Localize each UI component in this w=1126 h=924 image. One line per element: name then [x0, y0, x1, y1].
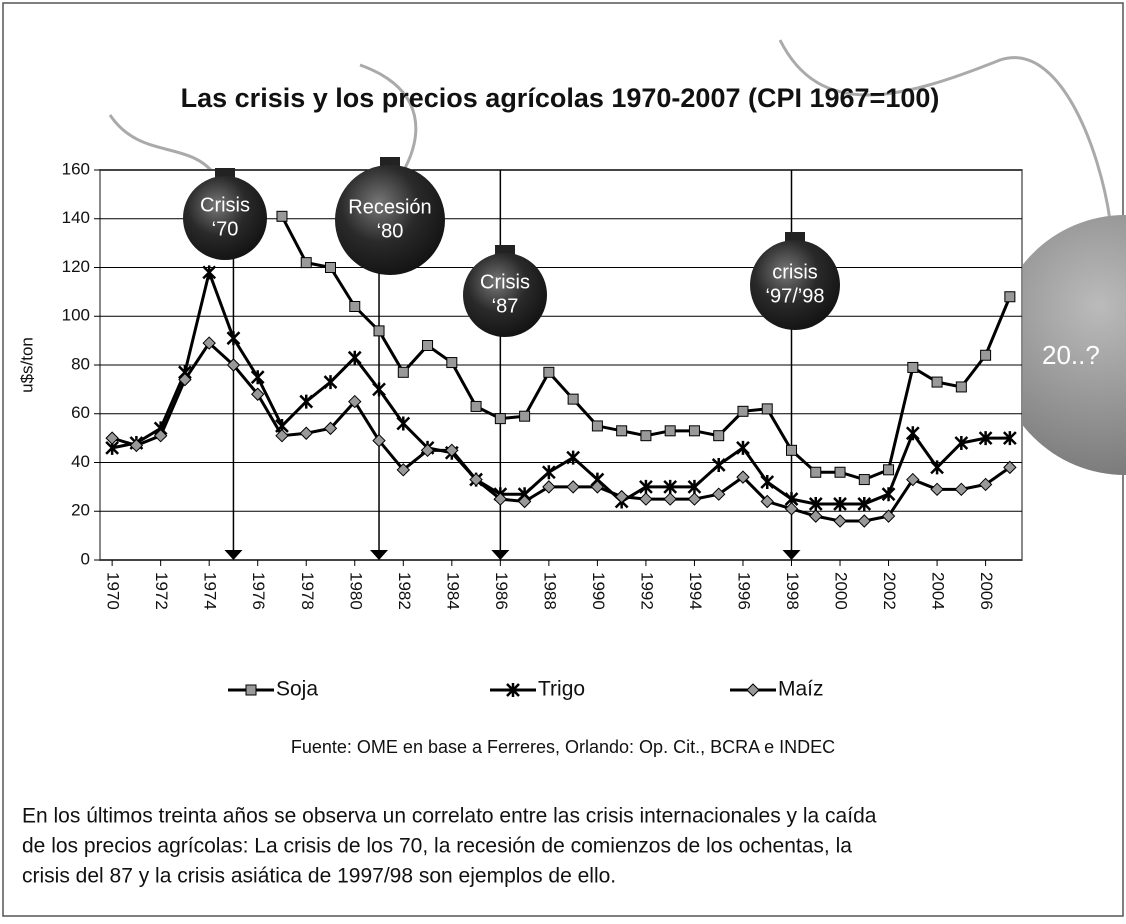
point [544, 367, 554, 377]
chart: Las crisis y los precios agrícolas 1970-… [0, 0, 1126, 919]
x-tick-label: 2002 [880, 572, 899, 610]
annotation-label: Crisis [480, 271, 530, 293]
note-line: de los precios agrícolas: La crisis de l… [22, 835, 852, 858]
x-tick-label: 1982 [395, 572, 414, 610]
point [326, 263, 336, 273]
y-tick-label: 0 [81, 549, 90, 568]
x-tick-label: 1970 [104, 572, 123, 610]
point [277, 211, 287, 221]
y-tick-label: 120 [62, 257, 90, 276]
legend-label: Trigo [538, 678, 585, 701]
point [956, 382, 966, 392]
point [641, 431, 651, 441]
x-tick-label: 2004 [929, 572, 948, 610]
legend-label: Maíz [778, 678, 824, 701]
annotation-label: Crisis [200, 194, 250, 216]
source: Fuente: OME en base a Ferreres, Orlando:… [291, 737, 835, 757]
y-tick-label: 140 [62, 208, 90, 227]
point [1005, 292, 1015, 302]
annotation-label: ‘80 [377, 220, 404, 242]
x-tick-label: 1986 [492, 572, 511, 610]
chart-title: Las crisis y los precios agrícolas 1970-… [181, 83, 940, 113]
annotation-label: ‘87 [492, 295, 519, 317]
annotation-label: ‘70 [212, 218, 239, 240]
y-tick-label: 160 [62, 159, 90, 178]
y-axis-label: u$s/ton [17, 337, 36, 393]
page: {"chart_data": { "type": "line", "title"… [0, 0, 1126, 919]
point [787, 445, 797, 455]
annotation-label: crisis [772, 261, 818, 283]
point [689, 426, 699, 436]
point [423, 341, 433, 351]
point [835, 467, 845, 477]
point [884, 465, 894, 475]
point [495, 414, 505, 424]
point [714, 431, 724, 441]
x-tick-label: 1988 [540, 572, 559, 610]
x-tick-label: 1974 [201, 572, 220, 610]
x-tick-label: 1980 [346, 572, 365, 610]
future-label: 20..? [1042, 340, 1100, 370]
point [301, 258, 311, 268]
y-tick-label: 60 [71, 403, 90, 422]
x-tick-label: 1976 [249, 572, 268, 610]
point [374, 326, 384, 336]
point [568, 394, 578, 404]
y-tick-label: 80 [71, 354, 90, 373]
annotation-label: ‘97/’98 [766, 285, 825, 307]
point [665, 426, 675, 436]
point [738, 406, 748, 416]
point [981, 350, 991, 360]
x-tick-label: 1990 [589, 572, 608, 610]
x-tick-label: 1984 [443, 572, 462, 610]
x-tick-label: 1994 [686, 572, 705, 610]
note-line: crisis del 87 y la crisis asiática de 19… [22, 865, 616, 888]
point [471, 401, 481, 411]
annotation-label: Recesión [348, 196, 431, 218]
point [592, 421, 602, 431]
point [932, 377, 942, 387]
point [520, 411, 530, 421]
point [447, 358, 457, 368]
x-tick-label: 1996 [734, 572, 753, 610]
y-tick-label: 40 [71, 452, 90, 471]
point [617, 426, 627, 436]
y-tick-label: 20 [71, 501, 90, 520]
x-tick-label: 1978 [298, 572, 317, 610]
y-tick-label: 100 [62, 306, 90, 325]
legend-label: Soja [276, 678, 318, 701]
legend-marker [747, 684, 759, 696]
x-tick-label: 1972 [152, 572, 171, 610]
legend-marker [246, 685, 256, 695]
x-tick-label: 1992 [637, 572, 656, 610]
x-tick-label: 2000 [832, 572, 851, 610]
x-tick-label: 1998 [783, 572, 802, 610]
note-line: En los últimos treinta años se observa u… [22, 805, 877, 828]
x-tick-label: 2006 [977, 572, 996, 610]
point [908, 362, 918, 372]
point [398, 367, 408, 377]
point [811, 467, 821, 477]
point [762, 404, 772, 414]
point [350, 302, 360, 312]
point [859, 475, 869, 485]
